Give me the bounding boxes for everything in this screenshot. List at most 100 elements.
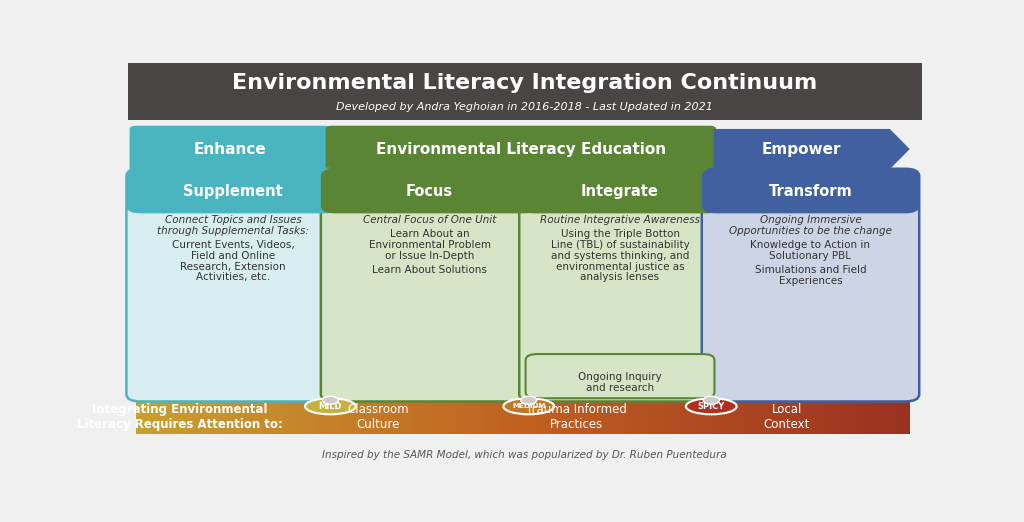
Text: Simulations and Field: Simulations and Field [755, 265, 866, 275]
Bar [892, 400, 895, 434]
Bar [213, 400, 217, 434]
Bar [868, 400, 871, 434]
Bar [899, 400, 903, 434]
Bar [615, 400, 620, 434]
Text: Local
Context: Local Context [764, 404, 810, 431]
Bar [140, 191, 326, 206]
Text: Field and Online: Field and Online [191, 251, 275, 261]
Bar [476, 400, 480, 434]
Bar [464, 400, 467, 434]
Bar [138, 400, 142, 434]
Bar [502, 400, 506, 434]
Bar [417, 400, 421, 434]
Bar [822, 400, 825, 434]
Bar [564, 400, 567, 434]
FancyBboxPatch shape [321, 169, 539, 401]
Bar [634, 400, 637, 434]
Bar [366, 400, 369, 434]
Bar [629, 400, 632, 434]
Bar [668, 400, 671, 434]
Bar [833, 400, 836, 434]
Bar [817, 400, 820, 434]
Bar [897, 400, 900, 434]
Bar [255, 400, 258, 434]
Bar [659, 400, 663, 434]
Bar [618, 400, 622, 434]
FancyBboxPatch shape [326, 126, 716, 172]
Bar [626, 400, 630, 434]
Ellipse shape [504, 398, 554, 414]
Bar [737, 400, 740, 434]
Bar [556, 400, 560, 434]
Bar [739, 400, 742, 434]
Text: and research: and research [586, 383, 654, 393]
Bar [879, 400, 882, 434]
Bar [262, 400, 265, 434]
Bar [665, 400, 668, 434]
Bar [580, 400, 583, 434]
Bar [489, 400, 493, 434]
Bar [203, 400, 207, 434]
Text: Solutionary PBL: Solutionary PBL [769, 251, 852, 261]
Bar [180, 400, 183, 434]
Bar [332, 400, 335, 434]
Bar [469, 400, 472, 434]
Bar [237, 400, 240, 434]
Bar [216, 400, 219, 434]
Bar [724, 400, 727, 434]
Text: Activities, etc.: Activities, etc. [196, 272, 270, 282]
Bar [283, 400, 287, 434]
Bar [355, 400, 358, 434]
Bar [585, 400, 588, 434]
Bar [843, 400, 846, 434]
Bar [352, 400, 356, 434]
Text: MEDIUM: MEDIUM [512, 404, 546, 409]
Bar [544, 400, 547, 434]
Bar [437, 400, 441, 434]
Bar [384, 400, 387, 434]
Bar [520, 400, 523, 434]
Bar [386, 400, 389, 434]
Bar [371, 400, 374, 434]
Bar [175, 400, 178, 434]
Text: Research, Extension: Research, Extension [180, 262, 286, 271]
Bar [593, 400, 596, 434]
Text: analysis lenses: analysis lenses [581, 272, 659, 282]
Bar [621, 400, 625, 434]
Bar [778, 400, 781, 434]
Bar [335, 400, 338, 434]
FancyBboxPatch shape [525, 354, 715, 398]
Bar [425, 400, 428, 434]
Bar [152, 400, 155, 434]
Bar [196, 400, 199, 434]
Bar [670, 400, 673, 434]
Bar [716, 191, 905, 206]
Bar [311, 400, 314, 434]
Text: Opportunities to be the change: Opportunities to be the change [729, 226, 892, 236]
Bar [201, 400, 204, 434]
Bar [598, 400, 601, 434]
Bar [907, 400, 910, 434]
Bar [685, 400, 689, 434]
Bar [379, 400, 382, 434]
Circle shape [323, 396, 338, 404]
Text: Using the Triple Botton: Using the Triple Botton [560, 229, 680, 239]
Bar [376, 400, 379, 434]
Bar [373, 400, 377, 434]
Bar [765, 400, 769, 434]
Bar [449, 400, 452, 434]
Bar [474, 400, 477, 434]
Bar [530, 400, 534, 434]
Bar [549, 400, 552, 434]
Bar [177, 400, 180, 434]
Text: or Issue In-Depth: or Issue In-Depth [385, 251, 474, 261]
Bar [422, 400, 426, 434]
Bar [742, 400, 745, 434]
Bar [732, 400, 735, 434]
Bar [858, 400, 861, 434]
Bar [257, 400, 260, 434]
Bar [309, 400, 312, 434]
Text: Knowledge to Action in: Knowledge to Action in [751, 240, 870, 250]
Bar [432, 400, 436, 434]
Bar [588, 400, 591, 434]
